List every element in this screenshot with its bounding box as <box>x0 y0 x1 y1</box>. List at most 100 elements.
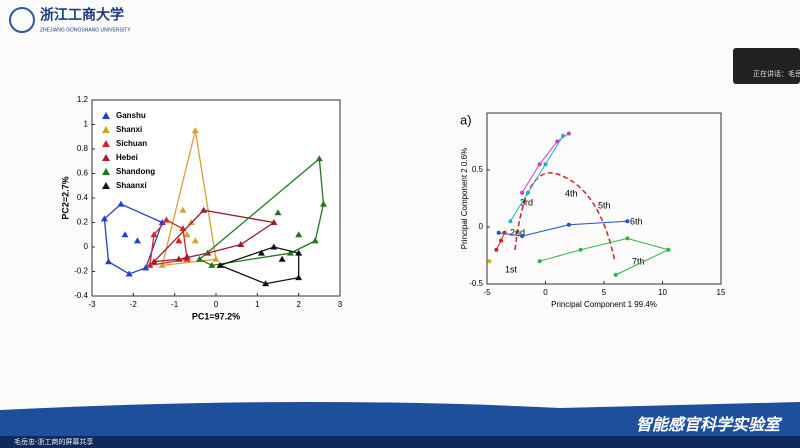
group-hull <box>218 246 300 285</box>
x-tick-label: 5 <box>602 288 607 297</box>
point <box>561 133 566 138</box>
annotation: 3rd <box>520 197 533 207</box>
point <box>257 249 265 256</box>
point <box>121 231 129 238</box>
x-tick-label: -3 <box>88 300 96 309</box>
point <box>494 247 499 252</box>
point <box>319 200 327 207</box>
annotation: 5th <box>598 200 611 210</box>
legend-label: Ganshu <box>116 111 146 120</box>
point <box>566 131 571 136</box>
y-tick-label: -0.5 <box>469 279 483 288</box>
point <box>117 200 125 207</box>
point <box>520 190 525 195</box>
legend-marker <box>102 140 110 147</box>
y-tick-label: 0.5 <box>472 165 484 174</box>
annotation: 7th <box>632 256 645 266</box>
point <box>502 230 507 235</box>
point <box>278 255 286 262</box>
group-hull <box>161 130 217 267</box>
point <box>315 155 323 162</box>
legend-label: Shandong <box>116 167 155 176</box>
point <box>200 206 208 213</box>
point <box>150 231 158 238</box>
point <box>208 261 216 268</box>
legend-label: Hebei <box>116 153 138 162</box>
y-tick-label: 1 <box>84 120 89 129</box>
point <box>150 258 158 265</box>
y-tick-label: 0 <box>84 242 89 251</box>
legend-marker <box>102 182 110 189</box>
point <box>183 231 191 238</box>
point <box>508 219 513 224</box>
point <box>100 215 108 222</box>
point <box>183 253 191 260</box>
point <box>175 237 183 244</box>
point <box>274 209 282 216</box>
panel-label: a) <box>460 112 472 127</box>
point <box>179 206 187 213</box>
annotation: 2nd <box>510 227 525 237</box>
university-en: ZHEJIANG GONGSHANG UNIVERSITY <box>40 27 131 33</box>
y-tick-label: 0 <box>479 222 484 231</box>
point <box>566 222 571 227</box>
speaker-panel <box>733 48 800 84</box>
point <box>496 230 501 235</box>
point <box>286 249 294 256</box>
y-tick-label: 0.4 <box>77 193 89 202</box>
x-tick-label: -1 <box>171 300 179 309</box>
x-tick-label: 3 <box>338 300 343 309</box>
y-tick-label: 0.6 <box>77 169 89 178</box>
point <box>125 270 133 277</box>
point <box>578 247 583 252</box>
x-tick-label: 0 <box>543 288 548 297</box>
point <box>212 255 220 262</box>
point <box>162 216 170 223</box>
university: 浙江工商大学 <box>40 7 124 23</box>
y-axis-label: PC2=2.7% <box>60 176 70 219</box>
point <box>142 264 150 271</box>
point <box>262 280 270 287</box>
logo <box>9 7 35 33</box>
y-axis-label: Principal Component 2 0.6% <box>460 148 469 249</box>
trajectory <box>539 237 670 276</box>
legend-marker <box>102 154 110 161</box>
point <box>133 237 141 244</box>
legend-label: Shaanxi <box>116 181 147 190</box>
point <box>555 139 560 144</box>
point <box>270 219 278 225</box>
point <box>487 259 492 264</box>
annotation: 6th <box>630 216 643 226</box>
x-tick-label: 15 <box>717 288 726 297</box>
trajectory <box>509 135 564 222</box>
point <box>537 259 542 264</box>
y-tick-label: -0.2 <box>74 267 88 276</box>
x-tick-label: 2 <box>296 300 301 309</box>
point <box>191 127 199 134</box>
lab-name: 智能感官科学实验室 <box>636 416 783 434</box>
x-tick-label: 10 <box>658 288 667 297</box>
x-axis-label: Principal Component 1 99.4% <box>551 300 657 309</box>
point <box>625 219 630 224</box>
point <box>216 261 224 268</box>
legend-label: Sichuan <box>116 139 147 148</box>
y-tick-label: 0.2 <box>77 218 89 227</box>
x-tick-label: -5 <box>483 288 491 297</box>
x-tick-label: 1 <box>255 300 260 309</box>
point <box>625 236 630 241</box>
point <box>499 238 504 243</box>
point <box>613 272 618 277</box>
point <box>158 261 166 268</box>
point <box>520 234 525 239</box>
point <box>195 255 203 262</box>
point <box>525 190 530 195</box>
share-text: 毛岳忠-浙工商的屏幕共享 <box>14 437 93 446</box>
annotation: 1st <box>505 264 518 274</box>
point <box>537 162 542 167</box>
point <box>175 255 183 262</box>
point <box>295 274 303 281</box>
point <box>295 231 303 238</box>
point <box>666 247 671 252</box>
trajectory <box>498 220 628 237</box>
